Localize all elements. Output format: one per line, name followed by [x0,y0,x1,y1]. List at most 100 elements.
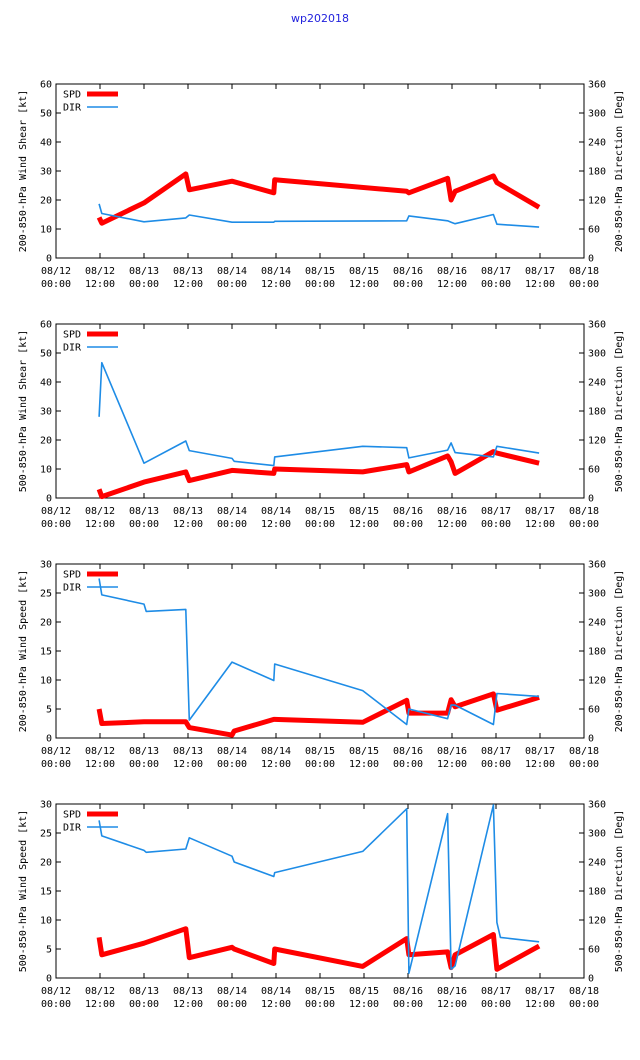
series-line-dir [98,361,540,467]
y2-tick-label: 360 [588,560,606,571]
y-tick-label: 5 [46,945,52,956]
x-tick-label-time: 00:00 [481,759,511,770]
y-tick-label: 10 [40,916,52,927]
x-tick-label-date: 08/13 [173,266,203,277]
x-tick-label-time: 12:00 [85,759,115,770]
x-tick-label-date: 08/16 [393,746,423,757]
x-tick-label-time: 12:00 [85,279,115,290]
x-tick-label-date: 08/13 [173,986,203,997]
y-tick-label: 20 [40,436,52,447]
x-tick-label-date: 08/15 [349,986,379,997]
x-tick-label-time: 12:00 [173,279,203,290]
x-tick-label-time: 00:00 [41,999,71,1010]
x-tick-label-date: 08/16 [437,746,467,757]
x-tick-label-time: 00:00 [305,999,335,1010]
y-axis-label: 200-850-hPa Wind Speed [kt] [18,570,29,733]
x-tick-label-time: 12:00 [525,519,555,530]
y-tick-label: 20 [40,618,52,629]
y-tick-label: 50 [40,349,52,360]
x-tick-label-date: 08/15 [349,506,379,517]
y-tick-label: 60 [40,320,52,331]
x-tick-label-time: 12:00 [261,999,291,1010]
x-tick-label-time: 12:00 [173,519,203,530]
x-tick-label-time: 00:00 [305,519,335,530]
x-tick-label-time: 12:00 [261,279,291,290]
y2-tick-label: 240 [588,138,606,149]
x-tick-label-date: 08/16 [393,506,423,517]
x-tick-label-date: 08/13 [129,746,159,757]
x-tick-label-time: 00:00 [129,279,159,290]
x-tick-label-time: 00:00 [569,759,599,770]
x-tick-label-date: 08/12 [41,506,71,517]
y2-tick-label: 240 [588,858,606,869]
y-tick-label: 30 [40,800,52,811]
y2-tick-label: 0 [588,974,594,985]
x-tick-label-time: 00:00 [305,279,335,290]
y2-tick-label: 120 [588,676,606,687]
y2-tick-label: 60 [588,465,600,476]
x-tick-label-date: 08/15 [349,266,379,277]
x-tick-label-date: 08/15 [349,746,379,757]
legend-label-spd: SPD [63,570,81,581]
x-tick-label-time: 00:00 [481,519,511,530]
x-tick-label-time: 00:00 [217,999,247,1010]
x-tick-label-date: 08/13 [173,746,203,757]
x-tick-label-date: 08/16 [437,986,467,997]
y2-tick-label: 360 [588,800,606,811]
x-tick-label-time: 00:00 [481,279,511,290]
x-tick-label-date: 08/17 [481,746,511,757]
x-tick-label-time: 12:00 [261,519,291,530]
y-axis-label: 500-850-hPa Wind Speed [kt] [18,810,29,973]
y-tick-label: 5 [46,705,52,716]
x-tick-label-time: 12:00 [437,519,467,530]
legend-label-dir: DIR [63,343,82,354]
x-tick-label-date: 08/17 [481,506,511,517]
plot-frame-4 [55,803,585,979]
x-tick-label-date: 08/17 [525,746,555,757]
y-tick-label: 40 [40,378,52,389]
x-tick-label-date: 08/16 [437,266,467,277]
x-tick-label-time: 00:00 [41,279,71,290]
y2-tick-label: 60 [588,225,600,236]
x-tick-label-date: 08/14 [217,506,247,517]
x-tick-label-date: 08/12 [85,266,115,277]
y-tick-label: 60 [40,80,52,91]
y-tick-label: 20 [40,196,52,207]
chart-title: wp202018 [291,12,349,25]
y2-axis-label: 500-850-hPa Direction [Deg] [614,330,625,493]
x-tick-label-time: 00:00 [129,999,159,1010]
x-tick-label-date: 08/18 [569,506,599,517]
y2-tick-label: 180 [588,167,606,178]
x-tick-label-date: 08/12 [85,746,115,757]
series-line-dir [98,578,540,726]
x-tick-label-date: 08/14 [261,266,291,277]
x-tick-label-date: 08/17 [481,986,511,997]
y2-tick-label: 60 [588,705,600,716]
y-tick-label: 30 [40,407,52,418]
x-tick-label-date: 08/15 [305,986,335,997]
y-tick-label: 20 [40,858,52,869]
y2-tick-label: 240 [588,618,606,629]
y-tick-label: 0 [46,494,52,505]
legend-label-dir: DIR [63,583,82,594]
x-tick-label-time: 00:00 [569,999,599,1010]
y2-tick-label: 120 [588,436,606,447]
x-tick-label-date: 08/13 [173,506,203,517]
y-tick-label: 0 [46,974,52,985]
x-tick-label-time: 00:00 [393,519,423,530]
x-tick-label-time: 00:00 [217,519,247,530]
x-tick-label-time: 12:00 [349,999,379,1010]
series-line-spd [96,171,541,226]
x-tick-label-date: 08/14 [261,746,291,757]
series-line-spd [96,449,540,500]
x-tick-label-time: 00:00 [217,759,247,770]
x-tick-label-time: 12:00 [261,759,291,770]
x-tick-label-time: 00:00 [217,279,247,290]
plot-frame-1 [55,83,585,259]
x-tick-label-date: 08/12 [41,266,71,277]
y2-tick-label: 300 [588,109,606,120]
x-tick-label-date: 08/15 [305,506,335,517]
x-tick-label-date: 08/13 [129,506,159,517]
y2-tick-label: 60 [588,945,600,956]
